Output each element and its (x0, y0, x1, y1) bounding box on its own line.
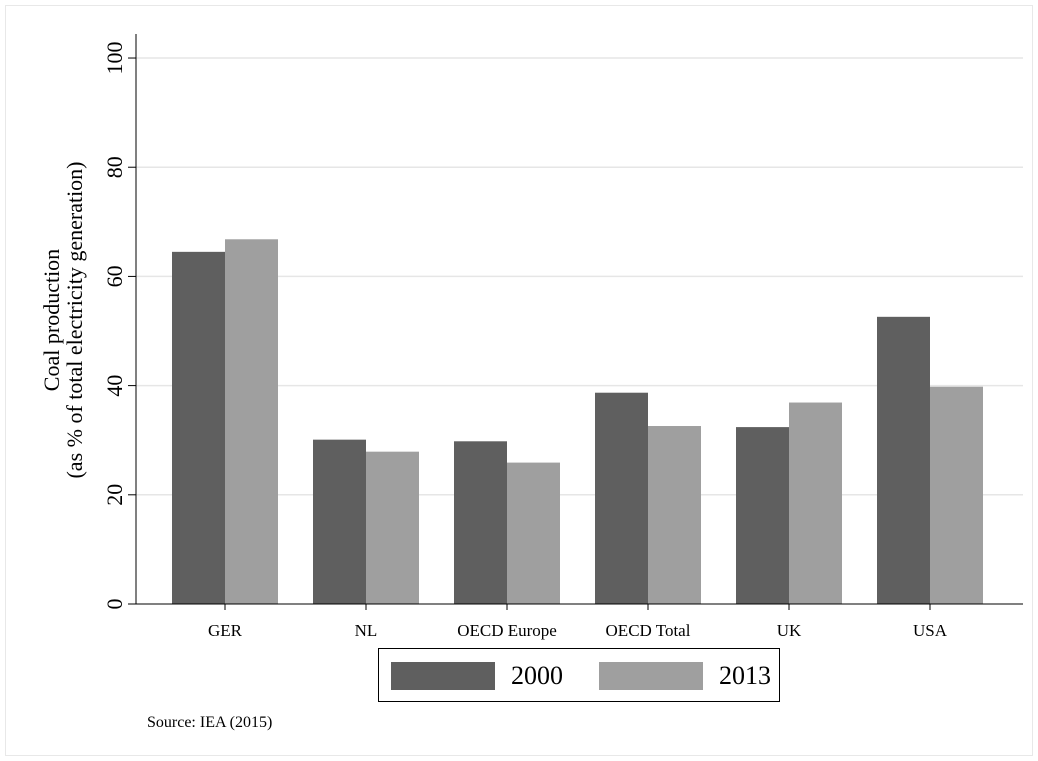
y-tick-label: 100 (102, 42, 127, 75)
source-note: Source: IEA (2015) (147, 714, 273, 731)
bars (172, 239, 983, 604)
y-tick-label: 0 (102, 599, 127, 610)
bar-usa-2013 (930, 386, 983, 604)
y-axis-label-line2: (as % of total electricity generation) (62, 161, 87, 478)
bar-oecd-europe-2000 (454, 441, 507, 604)
bar-uk-2000 (736, 427, 789, 604)
legend-label-2000: 2000 (511, 661, 563, 690)
bar-oecd-europe-2013 (507, 462, 560, 604)
legend: 2000 2013 (378, 648, 780, 702)
bar-oecd-total-2000 (595, 392, 648, 604)
bar-ger-2013 (225, 239, 278, 604)
legend-item-2013: 2013 (599, 661, 771, 690)
y-axis-label-line1: Coal production (39, 249, 64, 391)
x-tick-label: NL (355, 621, 378, 640)
y-tick-label: 80 (102, 156, 127, 178)
legend-label-2013: 2013 (719, 661, 771, 690)
legend-swatch-2000 (391, 662, 495, 690)
gridlines (136, 57, 1023, 496)
bar-usa-2000 (877, 316, 930, 604)
x-tick-label: USA (913, 621, 948, 640)
x-tick-label: GER (208, 621, 243, 640)
legend-item-2000: 2000 (391, 661, 563, 690)
x-tick-label: OECD Europe (457, 621, 557, 640)
x-tick-label: UK (777, 621, 802, 640)
bar-ger-2000 (172, 251, 225, 604)
chart-frame (5, 5, 1033, 756)
bar-nl-2000 (313, 439, 366, 604)
y-tick-label: 40 (102, 375, 127, 397)
y-tick-label: 20 (102, 484, 127, 506)
x-tick-label: OECD Total (606, 621, 691, 640)
y-tick-label: 60 (102, 265, 127, 287)
axes: 0 20 40 60 80 100 GER NL OECD Europe OECD Total UK… (102, 34, 1023, 640)
legend-swatch-2013 (599, 662, 703, 690)
bar-oecd-total-2013 (648, 426, 701, 604)
bar-nl-2013 (366, 451, 419, 604)
bar-uk-2013 (789, 402, 842, 604)
